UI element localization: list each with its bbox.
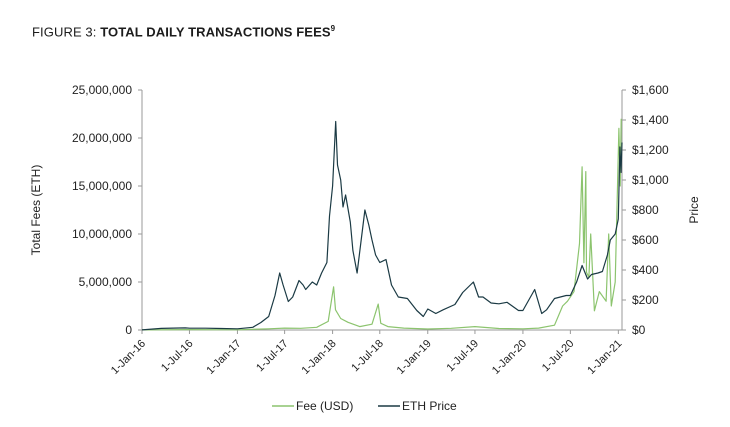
legend-label-fee-usd: Fee (USD) (296, 399, 353, 413)
figure-title-main: TOTAL DAILY TRANSACTIONS FEES (100, 24, 331, 40)
right-tick-label: $800 (632, 203, 659, 217)
left-tick-label: 5,000,000 (79, 275, 133, 289)
right-tick-label: $1,600 (632, 83, 669, 97)
left-tick-label: 25,000,000 (72, 83, 132, 97)
right-tick-label: $200 (632, 293, 659, 307)
right-tick-label: $1,400 (632, 113, 669, 127)
chart-axes: 0 5,000,000 10,000,000 15,000,000 20,000,000… (29, 83, 701, 377)
x-tick-label: 1-Jan-21 (585, 338, 624, 377)
x-tick-label: 1-Jan-18 (300, 338, 339, 377)
x-tick-label: 1-Jan-19 (395, 338, 434, 377)
chart-legend: Fee (USD) ETH Price (272, 399, 457, 413)
x-tick-label: 1-Jul-18 (349, 338, 386, 375)
left-tick-label: 10,000,000 (72, 227, 132, 241)
right-tick-label: $1,000 (632, 173, 669, 187)
x-tick-label: 1-Jul-20 (540, 338, 577, 375)
figure-title: FIGURE 3: TOTAL DAILY TRANSACTIONS FEES9 (32, 24, 335, 39)
figure-footnote-marker: 9 (330, 24, 336, 33)
right-tick-label: $600 (632, 233, 659, 247)
right-tick-label: $400 (632, 263, 659, 277)
x-tick-label: 1-Jan-17 (204, 338, 243, 377)
left-axis-title: Total Fees (ETH) (29, 165, 43, 256)
left-tick-label: 20,000,000 (72, 131, 132, 145)
x-tick-label: 1-Jan-20 (490, 338, 529, 377)
series-line-eth-price (141, 120, 623, 331)
left-tick-label: 0 (125, 323, 132, 337)
x-tick-label: 1-Jul-19 (444, 338, 481, 375)
legend-label-eth-price: ETH Price (402, 399, 457, 413)
figure-title-prefix: FIGURE 3: (32, 24, 101, 40)
left-tick-label: 15,000,000 (72, 179, 132, 193)
series-line-fee-usd (141, 118, 622, 331)
x-tick-label: 1-Jul-16 (159, 338, 196, 375)
right-tick-label: $1,200 (632, 143, 669, 157)
right-axis-title: Price (687, 196, 701, 224)
series-layer (141, 118, 623, 331)
x-tick-label: 1-Jul-17 (254, 338, 291, 375)
right-tick-label: $0 (632, 323, 646, 337)
x-tick-label: 1-Jan-16 (109, 338, 148, 377)
